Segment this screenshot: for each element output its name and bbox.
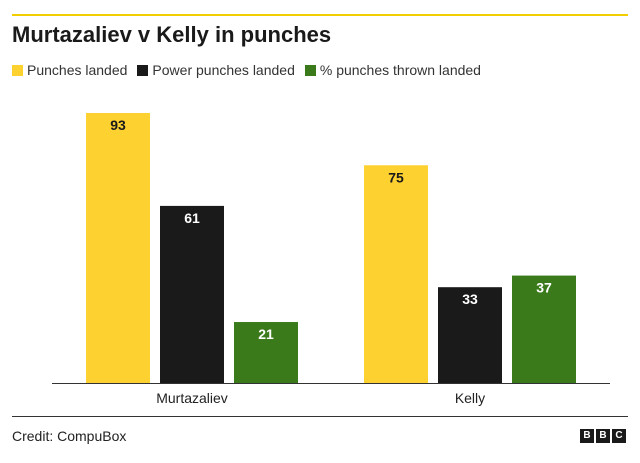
bar-murtazaliev-punches-thrown-landed: [234, 322, 298, 383]
legend-swatch: [137, 64, 149, 76]
chart-title: Murtazaliev v Kelly in punches: [12, 22, 332, 47]
legend-item-percent-landed: % punches thrown landed: [304, 62, 481, 78]
data-label: 21: [258, 326, 274, 342]
bbc-logo-letter: B: [580, 429, 594, 443]
bar-murtazaliev-punches-landed: [86, 113, 150, 383]
legend-item-power-punches: Power punches landed: [137, 62, 295, 78]
data-label: 93: [110, 117, 126, 133]
bar-kelly-punches-thrown-landed: [512, 275, 576, 383]
footer-rule: [12, 416, 628, 417]
legend-label: % punches thrown landed: [319, 62, 481, 78]
bbc-logo: B B C: [578, 429, 626, 443]
data-label: 61: [184, 210, 200, 226]
bar-kelly-power-punches-landed: [438, 287, 502, 383]
bbc-logo-letter: B: [596, 429, 610, 443]
bar-kelly-punches-landed: [364, 165, 428, 383]
legend-swatch: [12, 64, 23, 76]
legend: Punches landed Power punches landed % pu…: [12, 62, 491, 78]
data-label: 33: [462, 291, 478, 307]
credit-text: Credit: CompuBox: [12, 428, 127, 444]
legend-swatch: [304, 64, 316, 76]
data-label: 37: [536, 280, 552, 296]
top-rule: [12, 14, 628, 16]
x-tick-label: Murtazaliev: [156, 390, 228, 406]
legend-label: Power punches landed: [152, 62, 295, 78]
bar-murtazaliev-power-punches-landed: [160, 205, 224, 383]
legend-label: Punches landed: [27, 62, 128, 78]
legend-item-punches-landed: Punches landed: [12, 62, 127, 78]
data-label: 75: [388, 169, 404, 185]
bbc-logo-letter: C: [612, 429, 626, 443]
x-tick-label: Kelly: [455, 390, 485, 406]
